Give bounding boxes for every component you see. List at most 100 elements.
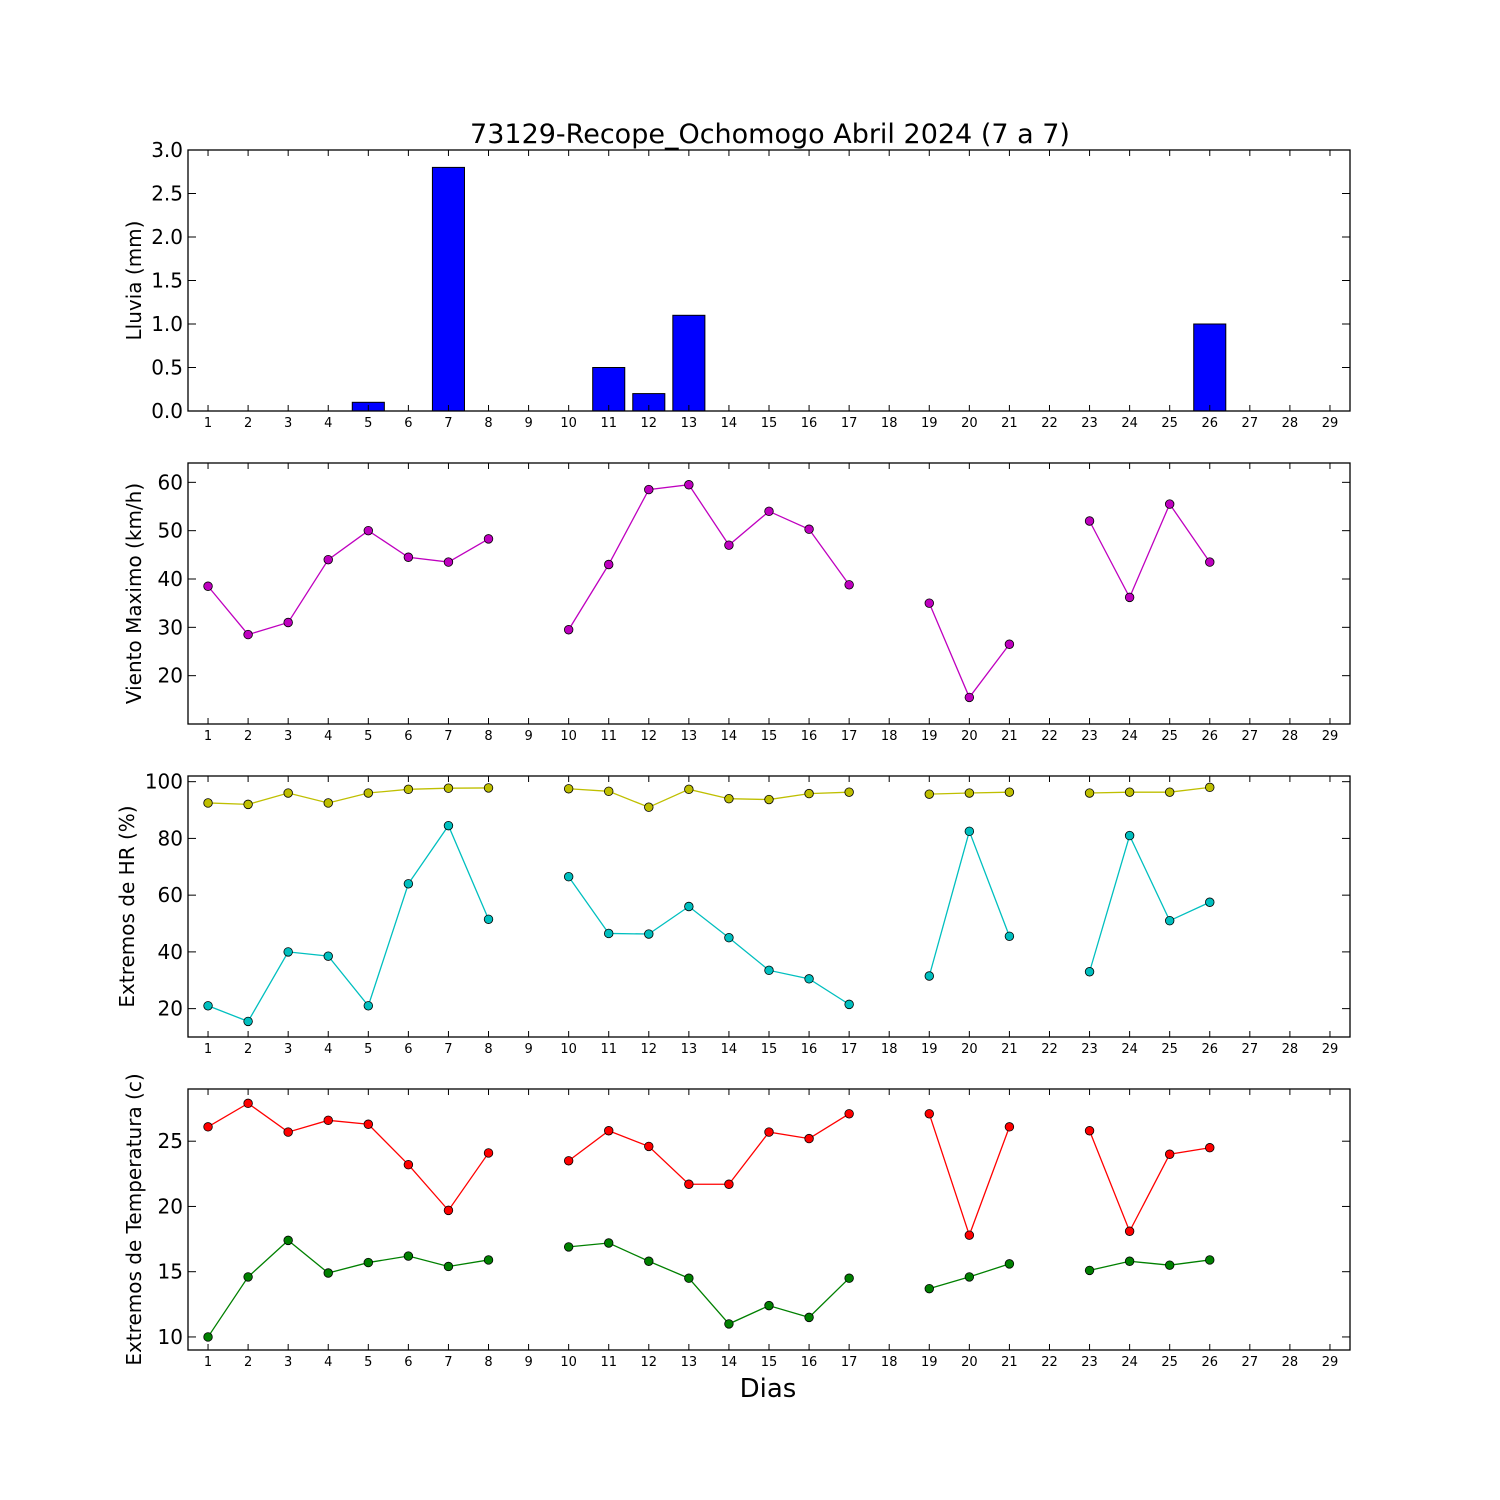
- panel-1: 1 2 3 4 5 6 7 8 9 10 11 12 13 14 15 16 17 18 19 20 21 22 23 24 2…: [122, 138, 1351, 431]
- panels-group: 1 2 3 4 5 6 7 8 9 10 11 12 13 14 15 16 17 18 19 20 21 22 23 24 2…: [115, 138, 1351, 1370]
- series-2-point-day-5: [363, 1257, 374, 1268]
- series-1-point-day-2: [243, 629, 253, 640]
- x-tick-label: 27: [1242, 729, 1259, 744]
- series-1-point-day-25: [1164, 499, 1175, 509]
- x-tick-label: 7: [444, 729, 452, 744]
- x-tick-label: 8: [484, 416, 492, 431]
- x-tick-label: 4: [324, 729, 332, 744]
- series-1-point-day-26: [1205, 782, 1215, 793]
- x-tick-label: 7: [444, 416, 452, 431]
- series-2-point-day-12: [644, 929, 654, 939]
- bar-day-11: [592, 367, 626, 412]
- series-1-point-day-4: [323, 554, 333, 565]
- x-tick-label: 4: [324, 1042, 332, 1057]
- x-tick-label: 29: [1322, 1042, 1339, 1057]
- x-tick-label: 22: [1041, 416, 1058, 431]
- series-1-point-day-5: [363, 525, 374, 536]
- x-tick-label: 14: [721, 1042, 738, 1057]
- x-tick-label: 7: [444, 1355, 452, 1370]
- x-tick-label: 12: [641, 416, 658, 431]
- x-tick-label: 27: [1242, 1042, 1259, 1057]
- x-tick-label: 10: [560, 1042, 577, 1057]
- series-1-point-day-1: [203, 798, 213, 808]
- series-1-point-day-11: [604, 1126, 614, 1136]
- series-1-point-day-21: [1004, 1122, 1015, 1132]
- series-2-point-day-17: [844, 1273, 854, 1283]
- y-tick-label: 80: [158, 826, 183, 850]
- bar-day-26: [1193, 323, 1227, 412]
- series-1-point-day-23: [1084, 788, 1095, 798]
- series-2-point-day-12: [644, 1256, 654, 1266]
- x-tick-label: 3: [284, 729, 292, 744]
- series-1-point-day-14: [724, 1179, 734, 1189]
- series-2-point-day-15: [764, 1300, 774, 1311]
- series-2-point-day-14: [724, 1319, 734, 1329]
- x-tick-label: 9: [524, 1042, 532, 1057]
- series-1-point-day-8: [483, 783, 494, 793]
- x-tick-label: 12: [641, 1042, 658, 1057]
- x-tick-label: 19: [921, 1042, 938, 1057]
- series-1-point-day-7: [443, 783, 454, 793]
- x-tick-label: 15: [761, 416, 778, 431]
- x-tick-label: 16: [801, 729, 818, 744]
- series-1-point-day-11: [604, 786, 614, 797]
- x-tick-label: 18: [881, 1355, 898, 1370]
- series-1-point-day-16: [804, 788, 814, 799]
- x-tick-label: 12: [641, 729, 658, 744]
- series-1-line-segment-1: [208, 787, 489, 806]
- series-1-point-day-14: [724, 794, 734, 804]
- x-tick-label: 11: [600, 416, 617, 431]
- x-tick-label: 8: [484, 1355, 492, 1370]
- series-1-point-day-16: [804, 1133, 814, 1144]
- y-tick-label: 20: [158, 1194, 183, 1218]
- series-2-point-day-4: [323, 951, 333, 961]
- x-tick-label: 13: [681, 1355, 698, 1370]
- y-axis-label: Extremos de Temperatura (c): [122, 1073, 146, 1365]
- series-2-point-day-16: [804, 974, 814, 984]
- y-tick-label: 20: [158, 997, 183, 1021]
- series-1-point-day-23: [1084, 1126, 1095, 1136]
- series-2-point-day-2: [243, 1016, 253, 1027]
- y-tick-label: 2.5: [151, 182, 183, 206]
- x-tick-label: 6: [404, 1355, 412, 1370]
- series-2-point-day-24: [1124, 830, 1135, 841]
- x-tick-label: 8: [484, 729, 492, 744]
- x-tick-label: 6: [404, 1042, 412, 1057]
- series-2-point-day-16: [804, 1312, 814, 1323]
- x-tick-label: 27: [1242, 416, 1259, 431]
- series-2-point-day-10: [563, 1242, 574, 1252]
- series-1-line-segment-1: [207, 529, 489, 636]
- series-2-point-day-6: [403, 1251, 414, 1261]
- series-2-point-day-2: [243, 1272, 253, 1282]
- y-tick-label: 1.0: [151, 312, 183, 336]
- y-tick-label: 100: [145, 770, 183, 794]
- x-tick-label: 25: [1161, 729, 1178, 744]
- x-tick-label: 7: [444, 1042, 452, 1057]
- bar-day-13: [672, 314, 706, 412]
- x-tick-label: 13: [681, 1042, 698, 1057]
- x-tick-label: 19: [921, 416, 938, 431]
- series-1-point-day-12: [644, 484, 654, 495]
- series-2-point-day-26: [1205, 897, 1215, 907]
- x-tick-label: 19: [921, 729, 938, 744]
- x-tick-label: 3: [284, 416, 292, 431]
- series-1-point-day-6: [403, 552, 414, 562]
- x-tick-label: 5: [364, 1355, 372, 1370]
- series-2-point-day-24: [1124, 1256, 1135, 1266]
- y-axis-label: Lluvia (mm): [122, 221, 146, 341]
- x-tick-label: 16: [801, 1042, 818, 1057]
- series-1-point-day-4: [323, 1115, 333, 1126]
- axes-frame: [187, 149, 1351, 412]
- x-tick-label: 16: [801, 416, 818, 431]
- x-tick-label: 23: [1081, 729, 1098, 744]
- series-2-point-day-25: [1164, 915, 1175, 926]
- series-2-point-day-6: [403, 879, 414, 889]
- series-1-point-day-15: [764, 506, 774, 517]
- x-tick-label: 12: [641, 1355, 658, 1370]
- chart-title: 73129-Recope_Ochomogo Abril 2024 (7 a 7): [470, 119, 1070, 150]
- series-1-point-day-6: [403, 784, 414, 795]
- series-1-point-day-20: [964, 1230, 975, 1240]
- y-tick-label: 50: [158, 519, 183, 543]
- series-1-point-day-24: [1124, 1226, 1135, 1236]
